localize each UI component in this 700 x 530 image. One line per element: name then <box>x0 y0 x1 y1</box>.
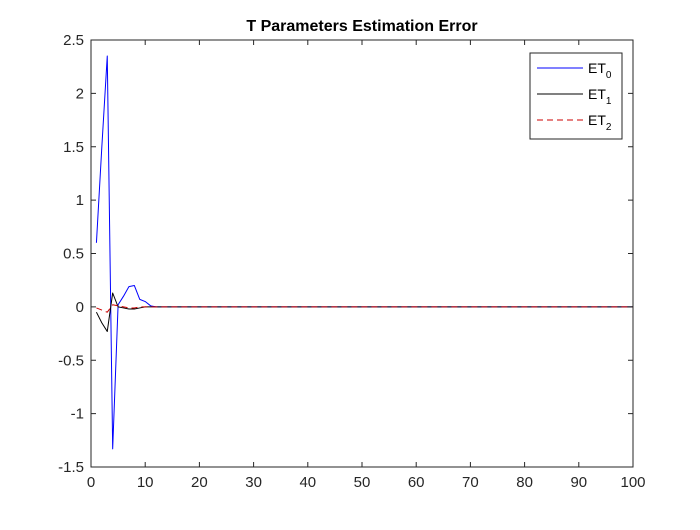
y-tick-label: -1.5 <box>58 459 84 476</box>
legend-label: ET0 <box>588 60 612 81</box>
y-tick-label: 1 <box>76 192 84 209</box>
y-axis: -1.5 -1 -0.5 0 0.5 1 1.5 2 2.5 <box>58 32 633 476</box>
legend-label-subscript: 2 <box>606 122 612 133</box>
y-tick-label: 0 <box>76 299 84 316</box>
legend-label-text: ET <box>588 112 606 128</box>
legend-label-text: ET <box>588 60 606 76</box>
legend-box <box>529 52 623 140</box>
x-tick-label: 50 <box>354 474 371 491</box>
series-line-et2 <box>96 304 633 313</box>
x-tick-label: 100 <box>620 474 645 491</box>
y-tick-label: 2.5 <box>63 32 84 49</box>
legend-label-text: ET <box>588 86 606 102</box>
x-tick-label: 40 <box>299 474 316 491</box>
x-tick-label: 20 <box>191 474 208 491</box>
y-tick-label: -0.5 <box>58 352 84 369</box>
chart-title: T Parameters Estimation Error <box>246 18 477 35</box>
x-tick-label: 90 <box>570 474 587 491</box>
x-tick-label: 60 <box>408 474 425 491</box>
y-tick-label: -1 <box>71 406 84 423</box>
x-tick-label: 30 <box>245 474 262 491</box>
y-tick-label: 0.5 <box>63 246 84 263</box>
y-tick-label: 2 <box>76 85 84 102</box>
x-tick-label: 80 <box>516 474 533 491</box>
legend-label: ET1 <box>588 86 612 107</box>
x-tick-label: 70 <box>462 474 479 491</box>
legend-label-subscript: 1 <box>606 96 612 107</box>
series-layer <box>95 55 633 450</box>
x-tick-label: 0 <box>87 474 95 491</box>
x-axis: 0 10 20 30 40 50 60 70 80 90 100 <box>87 40 646 491</box>
legend-label: ET2 <box>588 112 612 133</box>
legend-label-subscript: 0 <box>606 70 612 81</box>
x-tick-label: 10 <box>137 474 154 491</box>
y-tick-label: 1.5 <box>63 139 84 156</box>
